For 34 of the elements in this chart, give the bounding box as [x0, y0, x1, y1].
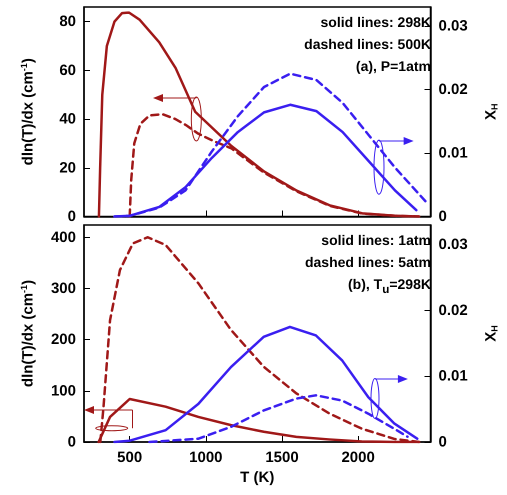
x-tick-label: 500: [117, 449, 142, 466]
annotation: (a), P=1atm: [356, 57, 431, 75]
y-tick-label: 40: [59, 110, 76, 128]
y-tick-label: 200: [50, 331, 76, 348]
line-series: [113, 326, 418, 444]
annotation: (b), T$_{u}$=298K: [348, 275, 431, 298]
y2-tick-label: 0.03: [438, 18, 468, 35]
y-tick-label: 300: [50, 280, 76, 297]
y2-axis-title: XH: [482, 104, 500, 120]
x-tick-label: 1500: [265, 449, 299, 466]
x-tick-label: 2000: [341, 449, 375, 466]
y-tick-label: 0: [68, 208, 76, 225]
y2-tick-label: 0.01: [438, 144, 468, 162]
x-tick-label: 1000: [189, 449, 223, 466]
y-tick-label: 80: [59, 13, 76, 30]
y2-tick-label: 0: [438, 434, 447, 450]
y-axis-title: dln(T)/dx (cm-1): [19, 280, 36, 388]
y-axis-title: dln(T)/dx (cm-1): [19, 58, 36, 166]
y2-tick-label: 0.02: [438, 302, 468, 319]
x-axis-title: T (K): [240, 469, 274, 486]
y2-axis-title: XH: [482, 325, 500, 342]
annotation: solid lines: 1atm: [321, 231, 431, 249]
y2-tick-label: 0: [438, 208, 447, 225]
y2-tick-label: 0.02: [438, 81, 468, 98]
y-tick-label: 20: [59, 159, 76, 176]
y2-tick-label: 0.01: [438, 368, 468, 385]
annotation: dashed lines: 5atm: [304, 253, 431, 271]
y2-tick-label: 0.03: [438, 236, 468, 254]
y-tick-label: 400: [50, 228, 76, 246]
annotation: dashed lines: 500K: [304, 35, 431, 53]
y-tick-label: 0: [68, 434, 76, 450]
y-tick-label: 100: [50, 382, 76, 400]
y-tick-label: 60: [59, 62, 76, 79]
annotation: solid lines: 298K: [320, 13, 431, 31]
